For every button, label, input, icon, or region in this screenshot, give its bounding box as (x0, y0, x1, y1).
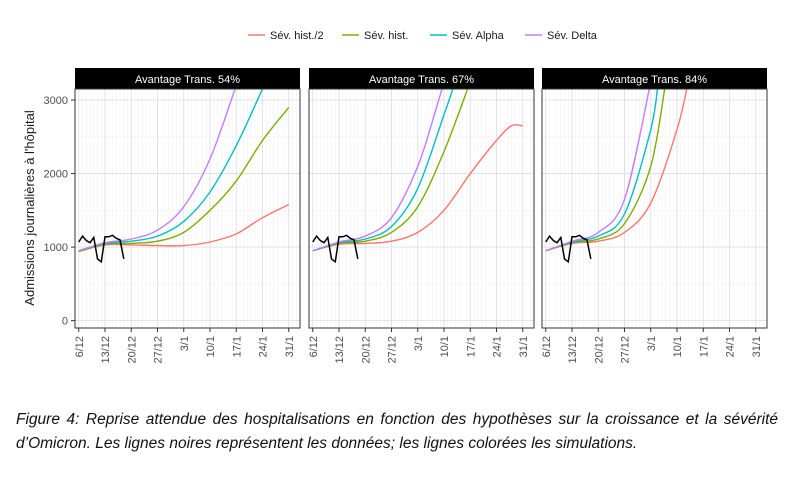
y-axis-label: Admissions journalières à l'hôpital (22, 110, 37, 306)
x-tick-label: 31/1 (751, 336, 763, 357)
x-tick-label: 17/1 (231, 336, 243, 357)
x-tick-label: 24/1 (492, 336, 504, 357)
x-tick-label: 27/12 (153, 336, 165, 364)
panel-3: Avantage Trans. 84% 6/12 13/12 20/12 27/12 3/… (541, 68, 768, 364)
legend-label: Sév. hist./2 (270, 30, 324, 42)
panel-title: Avantage Trans. 67% (369, 74, 474, 86)
series-line (78, 203, 290, 253)
x-tick-label: 3/1 (179, 336, 191, 351)
x-tick-label: 27/12 (620, 336, 632, 364)
x-tick-label: 20/12 (593, 336, 605, 364)
x-tick-label: 13/12 (567, 336, 579, 364)
series-line (312, 89, 443, 252)
series-line (78, 89, 236, 252)
series-line (78, 89, 264, 252)
x-tick-label: 10/1 (205, 336, 217, 357)
x-tick-label: 6/12 (541, 336, 553, 357)
observed-line (312, 234, 359, 264)
x-tick-label: 10/1 (439, 336, 451, 357)
observed-line (545, 234, 592, 264)
panel-2: Avantage Trans. 67% 6/12 13/12 20/12 27/12 3/… (308, 68, 535, 364)
y-tick-label: 3000 (44, 95, 68, 107)
panel-strip (75, 68, 300, 89)
series-line (312, 124, 523, 252)
x-tick-label: 17/1 (698, 336, 710, 357)
panel-lines (312, 89, 523, 264)
panel-title: Avantage Trans. 54% (135, 74, 240, 86)
faceted-line-chart: Sév. hist./2 Sév. hist. Sév. Alpha Sév. Del… (22, 30, 768, 364)
y-tick-label: 2000 (44, 169, 68, 181)
x-tick-label: 3/1 (646, 336, 658, 351)
x-tick-label: 24/1 (725, 336, 737, 357)
x-tick-label: 13/12 (100, 336, 112, 364)
panel-strip (542, 68, 767, 89)
chart-legend: Sév. hist./2 Sév. hist. Sév. Alpha Sév. Del… (248, 30, 598, 42)
x-tick-label: 6/12 (308, 336, 320, 357)
x-tick-label: 20/12 (360, 336, 372, 364)
x-tick-label: 6/12 (74, 336, 86, 357)
x-tick-label: 3/1 (413, 336, 425, 351)
observed-line (78, 234, 125, 264)
panel-1: Avantage Trans. 54% 6/12 13/12 20/12 27/12 3/… (74, 68, 301, 364)
panel-border (308, 88, 535, 329)
x-tick-label: 20/12 (126, 336, 138, 364)
series-line (78, 106, 290, 253)
chart-panels: Avantage Trans. 54% 6/12 13/12 20/12 27/12 3/… (74, 68, 768, 364)
panel-border (541, 88, 768, 329)
legend-label: Sév. Alpha (452, 30, 505, 42)
legend-label: Sév. hist. (364, 30, 408, 42)
x-tick-label: 10/1 (672, 336, 684, 357)
figure-caption: Figure 4: Reprise attendue des hospitali… (16, 411, 778, 452)
x-tick-label: 31/1 (518, 336, 530, 357)
x-tick-label: 13/12 (334, 336, 346, 364)
panel-lines (545, 89, 688, 264)
x-tick-label: 31/1 (284, 336, 296, 357)
y-tick-label: 0 (62, 316, 68, 328)
x-tick-label: 17/1 (465, 336, 477, 357)
panel-border (74, 88, 301, 329)
series-line (545, 89, 650, 252)
panel-title: Avantage Trans. 84% (602, 74, 707, 86)
y-tick-label: 1000 (44, 242, 68, 254)
panel-strip (309, 68, 534, 89)
panel-lines (78, 89, 290, 264)
legend-label: Sév. Delta (547, 30, 598, 42)
x-tick-label: 27/12 (387, 336, 399, 364)
y-axis-ticks: 0 1000 2000 3000 (44, 95, 75, 328)
x-tick-label: 24/1 (258, 336, 270, 357)
